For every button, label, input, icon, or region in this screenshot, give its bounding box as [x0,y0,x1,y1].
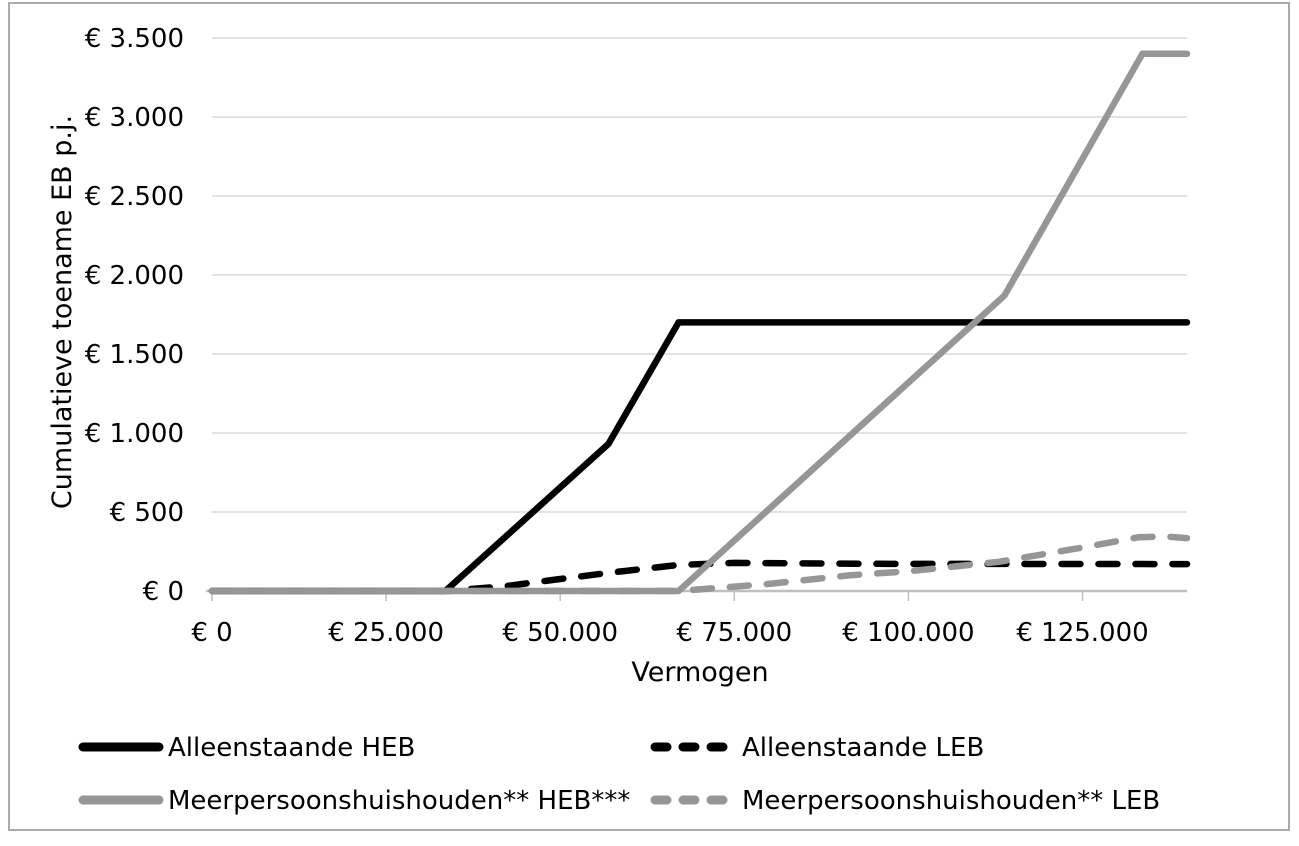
legend-label: Alleenstaande LEB [742,733,984,763]
x-tick-label: € 75.000 [676,618,792,648]
figure-border [8,2,1290,831]
y-tick-label: € 2.500 [85,182,184,212]
y-tick-label: € 1.000 [85,419,184,449]
y-axis-title: Cumulatieve toename EB p.j. [47,115,78,509]
y-tick-label: € 500 [110,498,184,528]
tick-labels-layer: € 0 € 500 € 1.000 € 1.500 € 2.000 € 2.500 € 3.… [85,24,1149,648]
x-tick-label: € 0 [191,618,232,648]
series-line-alleenstaande-heb [208,319,1191,595]
x-tick-label: € 25.000 [328,618,444,648]
y-tick-label: € 0 [143,577,184,607]
y-tick-label: € 2.000 [85,261,184,291]
x-tick-label: € 125.000 [1016,618,1148,648]
y-tick-label: € 3.000 [85,103,184,133]
x-tick-label: € 50.000 [502,618,618,648]
x-axis-title: Vermogen [631,657,768,688]
legend-label: Alleenstaande HEB [168,733,415,763]
legend-label: Meerpersoonshuishouden** HEB*** [168,786,630,816]
series-line-meerpersoonshuishouden-leb [208,533,1191,595]
y-tick-label: € 1.500 [85,340,184,370]
legend-label: Meerpersoonshuishouden** LEB [742,786,1160,816]
y-tick-label: € 3.500 [85,24,184,54]
x-tick-label: € 100.000 [842,618,974,648]
gridlines-layer [212,37,1187,513]
series-line-meerpersoonshuishouden-heb [208,50,1191,595]
series-layer [208,50,1191,595]
legend: Alleenstaande HEB Alleenstaande LEB Meerpe… [78,733,1160,816]
